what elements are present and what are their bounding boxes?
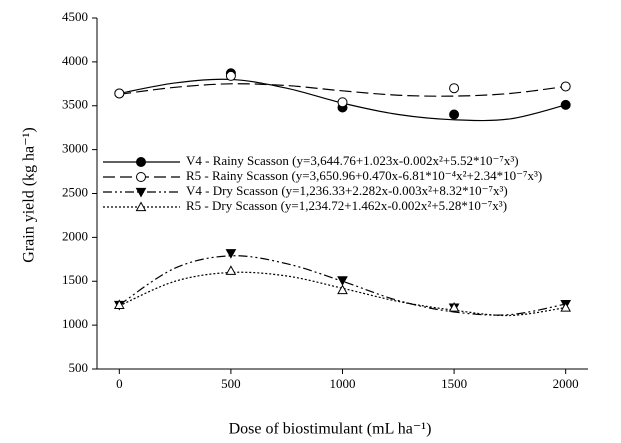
y-tick-label: 500 bbox=[69, 360, 89, 375]
x-tick-label: 500 bbox=[221, 376, 241, 391]
marker bbox=[560, 99, 571, 110]
fit-line bbox=[119, 83, 566, 97]
legend-label: R5 - Rainy Scasson (y=3,650.96+0.470x-6.… bbox=[186, 168, 542, 183]
y-tick-label: 4500 bbox=[62, 9, 88, 24]
x-tick-label: 1000 bbox=[330, 376, 356, 391]
marker bbox=[114, 88, 125, 99]
x-axis-label: Dose of biostimulant (mL ha⁻¹) bbox=[229, 421, 432, 438]
x-tick-label: 2000 bbox=[553, 376, 579, 391]
marker bbox=[337, 276, 348, 286]
legend-label: V4 - Rainy Scasson (y=3,644.76+1.023x-0.… bbox=[186, 153, 519, 168]
marker bbox=[337, 97, 348, 108]
legend-label: R5 - Dry Scasson (y=1,234.72+1.462x-0.00… bbox=[186, 198, 507, 213]
y-tick-label: 3500 bbox=[62, 97, 88, 112]
marker bbox=[225, 265, 237, 275]
y-axis-label: Grain yield (kg ha⁻¹) bbox=[21, 127, 38, 262]
marker bbox=[113, 299, 125, 310]
marker bbox=[449, 83, 460, 94]
fit-line bbox=[118, 255, 566, 316]
y-tick-label: 2500 bbox=[62, 184, 88, 199]
legend-marker bbox=[135, 201, 147, 212]
y-tick-label: 4000 bbox=[62, 53, 88, 68]
x-tick-label: 0 bbox=[116, 376, 123, 391]
legend-marker bbox=[136, 157, 146, 167]
marker bbox=[225, 70, 236, 81]
marker bbox=[225, 249, 237, 259]
legend-label: V4 - Dry Scasson (y=1,236.33+2.282x-0.00… bbox=[186, 183, 508, 198]
fit-line bbox=[119, 271, 566, 317]
x-tick-label: 1500 bbox=[441, 376, 467, 391]
y-tick-label: 2000 bbox=[62, 228, 88, 243]
marker bbox=[449, 109, 460, 120]
marker bbox=[560, 81, 571, 92]
y-tick-label: 1500 bbox=[62, 272, 88, 287]
y-tick-label: 3000 bbox=[62, 141, 88, 156]
marker bbox=[448, 302, 460, 312]
y-tick-label: 1000 bbox=[62, 316, 88, 331]
marker bbox=[560, 302, 572, 312]
marker bbox=[337, 284, 348, 295]
legend-marker bbox=[135, 187, 147, 198]
legend-marker bbox=[136, 172, 146, 182]
